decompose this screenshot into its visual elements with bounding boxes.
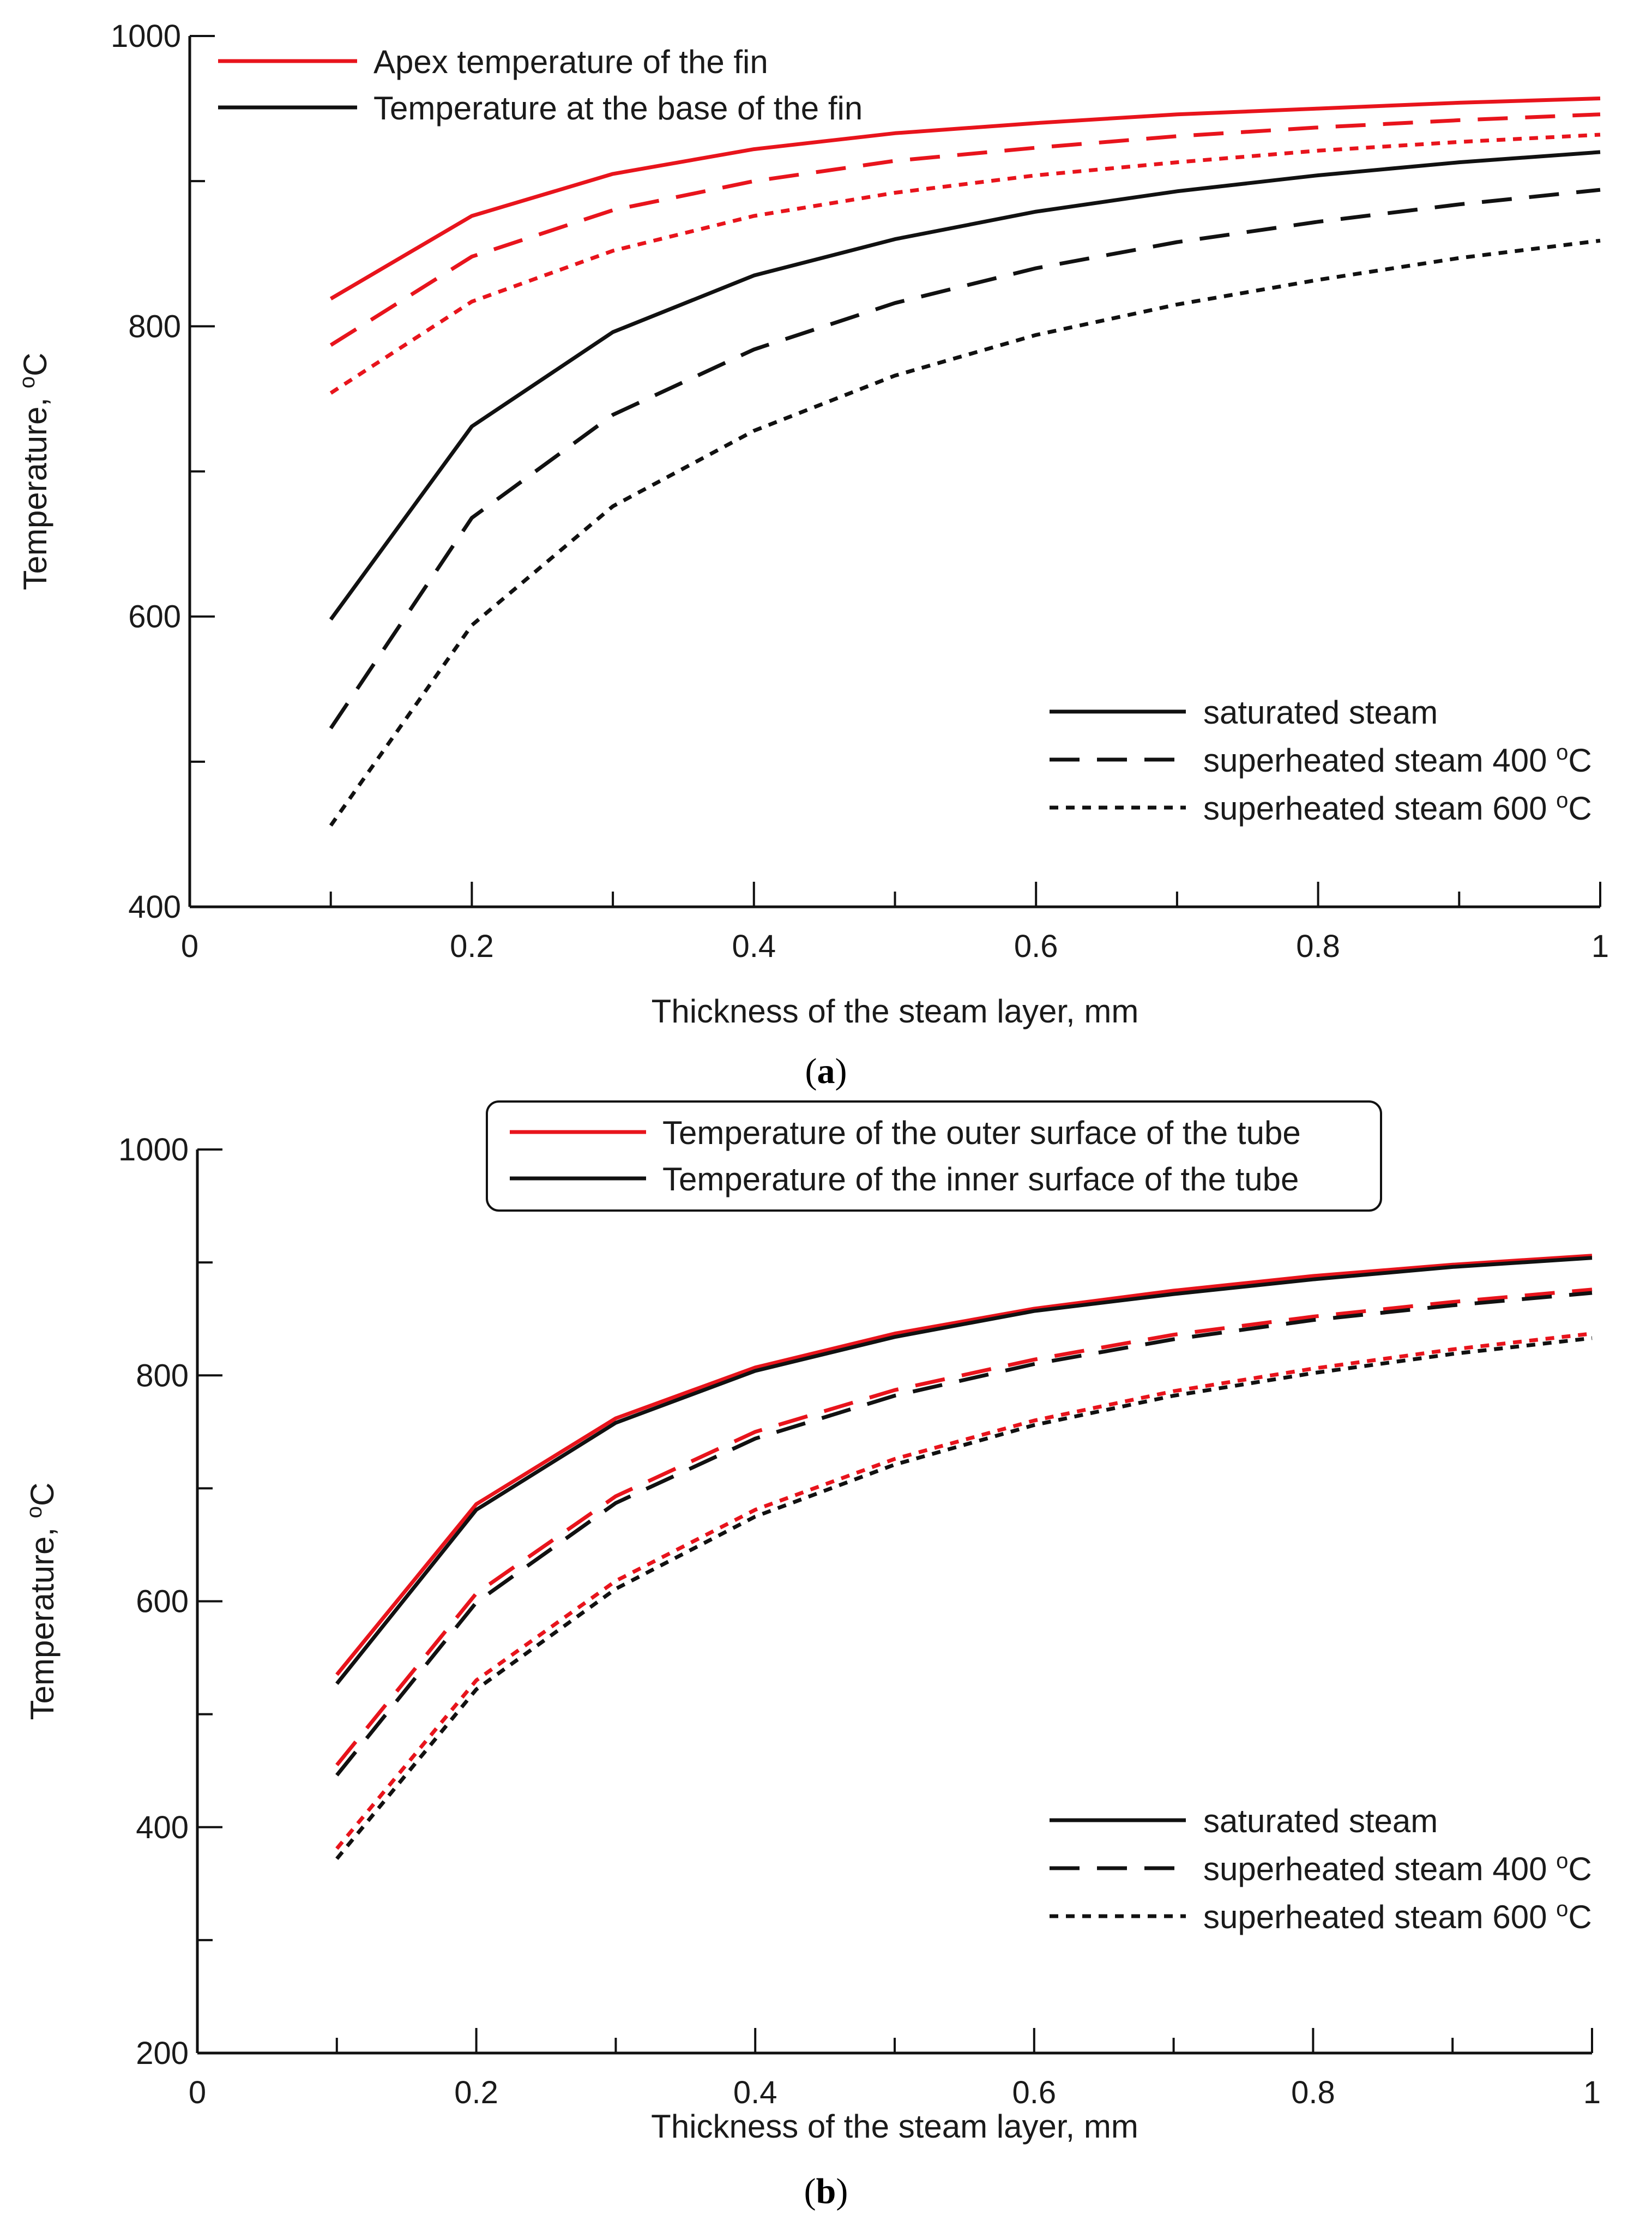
y-axis-title: Temperature, oC (22, 1483, 61, 1720)
panel-label-letter: a (817, 1051, 835, 1091)
series-line-2 (329, 112, 1601, 347)
panel-label-letter: b (816, 2171, 836, 2211)
x-tick-label: 0.8 (1296, 929, 1340, 964)
y-tick-label: 800 (128, 309, 181, 344)
y-tick-label: 400 (136, 1810, 189, 1845)
y-tick-label: 1000 (111, 19, 181, 54)
style-legend-unit: C (1568, 742, 1591, 779)
series-line-1 (335, 1254, 1593, 1676)
style-legend-label-text: superheated steam 600 (1203, 790, 1556, 827)
x-tick-label: 0.2 (450, 929, 494, 964)
panel-label-close: ) (836, 2171, 848, 2211)
chart-panel-b: 0 0.2 0.4 0.6 0.8 1 200 400 600 800 1000 Thickness … (22, 1100, 1601, 2211)
panel-label: (b) (804, 2171, 848, 2211)
x-tick-label: 0.8 (1291, 2075, 1335, 2110)
y-axis-title-degree: o (22, 1506, 46, 1518)
style-legend-degree: o (1556, 789, 1568, 812)
x-tick-label: 0.4 (732, 929, 776, 964)
style-legend-unit: C (1568, 790, 1591, 827)
y-tick-label: 600 (136, 1584, 189, 1620)
series-line-6 (329, 238, 1601, 827)
y-tick-label: 400 (128, 889, 181, 925)
x-tick-label: 0.6 (1014, 929, 1058, 964)
style-legend-label: saturated steam (1203, 694, 1438, 731)
series-line-5 (329, 188, 1601, 730)
color-legend-label: Temperature of the inner surface of the … (662, 1161, 1299, 1197)
y-axis-title: Temperature, oC (15, 353, 53, 591)
series-line-6 (335, 1336, 1593, 1860)
y-tick-label: 1000 (118, 1132, 189, 1167)
color-legend-label: Temperature of the outer surface of the … (662, 1115, 1301, 1151)
x-tick-label: 0.6 (1012, 2075, 1056, 2110)
y-axis-title-unit: C (24, 1483, 61, 1506)
color-legend-label: Temperature at the base of the fin (373, 90, 863, 127)
style-legend-degree: o (1556, 1849, 1568, 1873)
series-line-2 (335, 1287, 1593, 1767)
x-axis-title: Thickness of the steam layer, mm (651, 2108, 1138, 2145)
style-legend-label-text: saturated steam (1203, 694, 1438, 731)
series-line-4 (329, 150, 1601, 621)
y-axis-title-text: Temperature, (17, 388, 53, 590)
series-line-4 (335, 1256, 1593, 1685)
style-legend-label-text: superheated steam 400 (1203, 742, 1556, 779)
y-tick-label: 200 (136, 2036, 189, 2071)
series-line-5 (335, 1291, 1593, 1777)
style-legend-degree: o (1556, 741, 1568, 765)
style-legend-label: superheated steam 400 oC (1203, 741, 1592, 779)
x-axis-title: Thickness of the steam layer, mm (652, 993, 1139, 1030)
y-tick-label: 600 (128, 599, 181, 635)
color-legend-label: Apex temperature of the fin (373, 44, 768, 80)
panel-label-close: ) (835, 1051, 847, 1091)
series-line-1 (329, 97, 1601, 300)
x-tick-label: 0 (189, 2075, 206, 2110)
x-tick-label: 0 (181, 929, 198, 964)
style-legend-label-text: superheated steam 400 (1203, 1851, 1556, 1887)
chart-panel-a: 0 0.2 0.4 0.6 0.8 1 400 600 800 1000 Thickness of … (15, 19, 1609, 1091)
style-legend-label: superheated steam 600 oC (1203, 789, 1592, 827)
y-axis-title-degree: o (15, 376, 39, 388)
style-legend-label: superheated steam 400 oC (1203, 1849, 1592, 1887)
x-tick-label: 0.4 (733, 2075, 777, 2110)
y-tick-label: 800 (136, 1358, 189, 1393)
style-legend-degree: o (1556, 1897, 1568, 1921)
style-legend-unit: C (1568, 1899, 1591, 1935)
style-legend-label: superheated steam 600 oC (1203, 1897, 1592, 1935)
x-tick-label: 0.2 (454, 2075, 498, 2110)
panel-label: (a) (805, 1051, 847, 1091)
x-tick-label: 1 (1591, 929, 1609, 964)
color-legend-box (486, 1100, 1382, 1212)
x-tick-label: 1 (1583, 2075, 1601, 2110)
style-legend-label: saturated steam (1203, 1803, 1438, 1839)
style-legend-label-text: superheated steam 600 (1203, 1899, 1556, 1935)
y-axis-title-unit: C (17, 353, 53, 376)
style-legend-unit: C (1568, 1851, 1591, 1887)
style-legend-label-text: saturated steam (1203, 1803, 1438, 1839)
series-line-3 (329, 133, 1601, 395)
y-axis-title-text: Temperature, (24, 1518, 61, 1720)
panel-label-open: ( (804, 2171, 816, 2211)
panel-label-open: ( (805, 1051, 817, 1091)
